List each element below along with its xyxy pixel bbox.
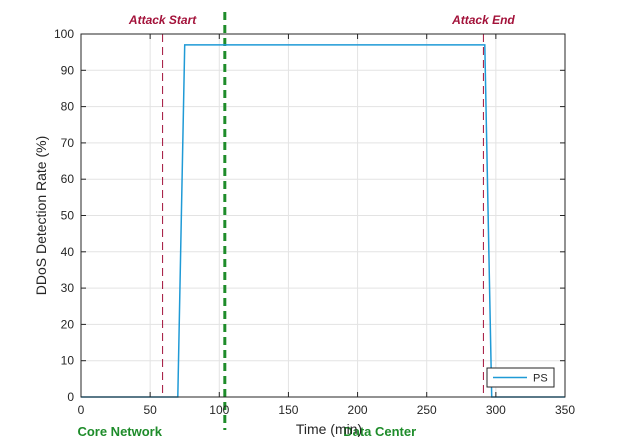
y-tick-label: 80 [61, 100, 75, 114]
x-tick-label: 0 [78, 403, 85, 417]
y-tick-label: 0 [67, 390, 74, 404]
x-axis-label: Time (min) [296, 421, 362, 437]
annotation-labels: Attack Start Attack End Core Network Data C… [77, 13, 515, 439]
y-tick-label: 30 [61, 281, 75, 295]
region-label: Data Center [343, 424, 416, 439]
legend: PS [486, 367, 555, 388]
attack-marker-label: Attack Start [128, 13, 197, 27]
x-tick-label: 50 [143, 403, 157, 417]
y-axis-label: DDoS Detection Rate (%) [33, 136, 49, 296]
x-tick-label: 100 [209, 403, 229, 417]
region-label: Core Network [77, 424, 162, 439]
x-tick-label: 250 [417, 403, 437, 417]
x-tick-label: 150 [278, 403, 298, 417]
y-tick-label: 60 [61, 172, 75, 186]
y-tick-label: 10 [61, 354, 75, 368]
y-tick-label: 40 [61, 245, 75, 259]
y-tick-label: 70 [61, 136, 75, 150]
x-tick-label: 200 [348, 403, 368, 417]
y-tick-label: 50 [61, 209, 75, 223]
y-tick-label: 20 [61, 317, 75, 331]
axis-ticks: 0 50 100 150 200 250 300 350 0 10 20 30 40 50 60 70 80 90… [54, 27, 575, 417]
annotation-lines [162, 12, 484, 430]
x-tick-label: 350 [555, 403, 575, 417]
x-tick-label: 300 [486, 403, 506, 417]
legend-label-ps: PS [533, 373, 548, 385]
y-tick-label: 100 [54, 27, 74, 41]
attack-marker-label: Attack End [451, 13, 515, 27]
y-tick-label: 90 [61, 63, 75, 77]
